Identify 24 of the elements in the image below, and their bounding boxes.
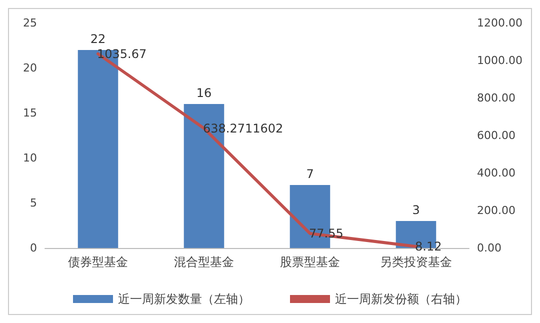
y-tick-label: 0 bbox=[30, 242, 37, 254]
data-label: 22 bbox=[90, 32, 106, 46]
y2-tick-label: 1200.00 bbox=[477, 16, 522, 30]
x-tick-label: 混合型基金 bbox=[174, 255, 234, 269]
x-tick-label: 股票型基金 bbox=[280, 255, 340, 269]
y-tick-label: 5 bbox=[30, 196, 37, 210]
x-tick-label: 债券型基金 bbox=[68, 255, 128, 269]
y2-tick-label: 200.00 bbox=[477, 204, 516, 217]
data-label: 3 bbox=[412, 203, 420, 217]
data-label: 77.55 bbox=[309, 226, 344, 240]
y-tick-label: 15 bbox=[23, 106, 37, 120]
y2-tick-label: 400.00 bbox=[477, 166, 516, 180]
x-tick-label: 另类投资基金 bbox=[380, 255, 452, 269]
y2-tick-label: 1000.00 bbox=[477, 54, 522, 67]
y-tick-label: 25 bbox=[23, 16, 37, 30]
y2-tick-label: 600.00 bbox=[477, 129, 516, 142]
y-tick-label: 10 bbox=[23, 152, 37, 164]
y2-tick-label: 0.00 bbox=[477, 242, 502, 254]
legend-label: 近一周新发份额（右轴） bbox=[335, 292, 467, 306]
y2-tick-label: 800.00 bbox=[477, 92, 516, 104]
data-label: 16 bbox=[196, 86, 212, 100]
y-tick-label: 20 bbox=[23, 62, 37, 74]
data-label: 7 bbox=[306, 167, 314, 181]
legend-label: 近一周新发数量（左轴） bbox=[118, 292, 250, 306]
